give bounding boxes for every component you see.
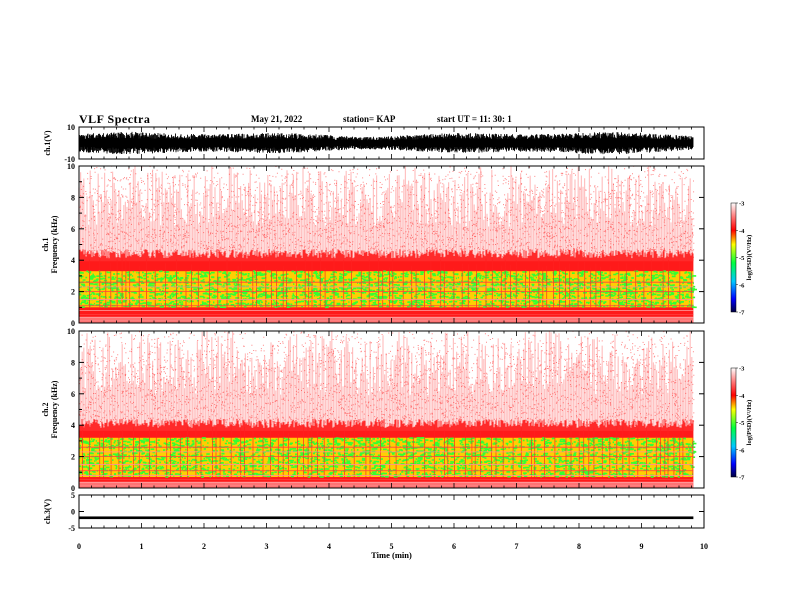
ch1-spectrogram-ytick-label: 4 — [71, 256, 75, 265]
ch1-spectrogram-upper-speckle — [79, 165, 695, 261]
ch1-spectrogram-colorbar-tick-label: -3 — [739, 201, 745, 208]
xaxis-label: Time (min) — [371, 550, 412, 560]
ch2-spectrogram-ytick-label: 6 — [71, 390, 75, 399]
xtick-label: 6 — [452, 542, 456, 551]
ch1-spectrogram-colorbar-tick-label: -7 — [739, 310, 745, 317]
xtick-label: 1 — [140, 542, 144, 551]
ch1-spectrogram-ytick-label: 8 — [71, 193, 75, 202]
ch1-waveform-ytick-label: -10 — [64, 155, 75, 164]
plot-axes — [78, 126, 738, 529]
ch1-spectrogram-colorbar-tick-label: -4 — [739, 228, 745, 235]
ch2-spectrogram-colorbar — [730, 367, 737, 478]
ch3-waveform-ytick-label: 0 — [71, 508, 75, 517]
chart-title: VLF Spectra — [79, 112, 151, 126]
ch1-spectrogram-colorbar-tick-label: -5 — [739, 255, 745, 262]
ch1-spectrogram-ylabel-channel: ch.1 — [41, 238, 50, 252]
xtick-label: 8 — [577, 542, 581, 551]
xtick-label: 10 — [700, 542, 708, 551]
ch2-spectrogram-ylabel-frequency: Frequency (kHz) — [50, 380, 59, 438]
ch1-waveform-ylabel: ch.1(V) — [43, 130, 52, 155]
ch1-waveform-trace — [78, 131, 694, 155]
ch3-waveform-ylabel: ch.3(V) — [43, 499, 52, 524]
ch3-waveform-ytick-label: 5 — [71, 491, 75, 500]
ch2-spectrogram-ylabel-channel: ch.2 — [41, 403, 50, 417]
ch3-waveform-ytick-label: -5 — [68, 524, 75, 533]
ch2-spectrogram-ytick-label: 2 — [71, 453, 75, 462]
ch2-spectrogram-colorbar-tick-label: -4 — [739, 393, 745, 400]
ch2-spectrogram-upper-speckle — [79, 330, 695, 431]
ch2-spectrogram-colorbar-tick-label: -5 — [739, 420, 745, 427]
station-label: station= KAP — [343, 114, 396, 124]
ch1-spectrogram-ytick-label: 2 — [71, 288, 75, 297]
ch2-spectrogram-colorbar-label: log(PSD)(V²/Hz) — [746, 400, 753, 446]
ch2-spectrogram-colorbar-tick-label: -6 — [739, 447, 745, 454]
ch1-spectrogram-ytick-label: 6 — [71, 225, 75, 234]
ch2-spectrogram-ytick-label: 0 — [71, 484, 75, 493]
ch2-spectrogram-ytick-label: 4 — [71, 421, 75, 430]
plot-data — [78, 131, 737, 520]
xtick-label: 7 — [515, 542, 519, 551]
ch1-waveform-ytick-label: 10 — [67, 123, 75, 132]
ch1-spectrogram-colorbar-tick-label: -6 — [739, 282, 745, 289]
ch1-spectrogram-colorbar-label: log(PSD)(V²/Hz) — [746, 235, 753, 281]
ch2-spectrogram-colorbar-tick-label: -3 — [739, 366, 745, 373]
xtick-label: 5 — [390, 542, 394, 551]
ch3-waveform-trace — [79, 516, 694, 520]
xtick-label: 2 — [202, 542, 206, 551]
xtick-label: 3 — [265, 542, 269, 551]
xtick-label: 0 — [77, 542, 81, 551]
ch1-spectrogram-colorbar — [730, 202, 737, 313]
ch1-spectrogram-low-band — [79, 316, 694, 323]
ch1-spectrogram-ylabel-frequency: Frequency (kHz) — [50, 215, 59, 273]
start-time-label: start UT = 11: 30: 1 — [437, 114, 512, 124]
ch2-spectrogram-ytick-label: 8 — [71, 358, 75, 367]
ch2-spectrogram-low-band — [79, 481, 694, 488]
xtick-label: 9 — [640, 542, 644, 551]
ch1-spectrogram-ytick-label: 0 — [71, 319, 75, 328]
date-label: May 21, 2022 — [251, 114, 303, 124]
ch1-spectrogram-ytick-label: 10 — [67, 162, 75, 171]
xtick-label: 4 — [327, 542, 331, 551]
ch2-spectrogram-colorbar-tick-label: -7 — [739, 475, 745, 482]
ch2-spectrogram-ytick-label: 10 — [67, 327, 75, 336]
